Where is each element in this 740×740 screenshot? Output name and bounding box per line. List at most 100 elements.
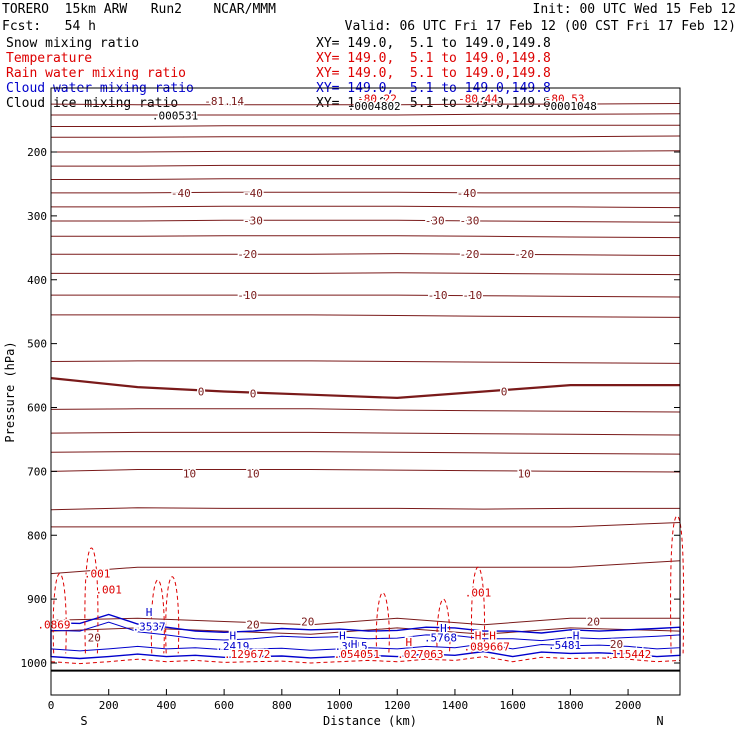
x-tick-label-1600: 1600	[499, 699, 526, 712]
y-tick-label-300: 300	[27, 210, 47, 223]
legend-xy-rain: XY= 149.0, 5.1 to 149.0,149.8	[316, 66, 551, 81]
rain-plume-4	[375, 592, 390, 654]
x-tick-label-0: 0	[48, 699, 55, 712]
value-label-4: -80.53	[545, 92, 585, 105]
isotherm-label-12: -10	[462, 289, 482, 302]
header-init: Init: 00 UTC Wed 15 Feb 12	[532, 2, 737, 17]
x-tick-label-600: 600	[214, 699, 234, 712]
isotherm-label-18: 10	[518, 467, 531, 480]
isotherm-label-14: 0	[250, 387, 257, 400]
contour-labels: -81.14 -40 -40 -40 -30 -30 -30 -20 -20 -20 -10 -10 -…	[36, 91, 653, 663]
isotherm-label-0: -81.14	[204, 95, 244, 108]
value-label-16: .054051	[334, 648, 380, 661]
isotherm-label-13: 0	[198, 386, 205, 399]
isotherm-label-5: -30	[425, 214, 445, 227]
high-marker-8: H	[405, 636, 412, 649]
x-tick-label-2000: 2000	[615, 699, 642, 712]
isotherm-m80	[50, 103, 681, 106]
value-label-9: .3537	[133, 621, 166, 634]
isotherm-label-3: -40	[457, 187, 477, 200]
isotherm-label-4: -30	[243, 214, 263, 227]
y-tick-label-500: 500	[27, 338, 47, 351]
high-marker-0: H	[146, 606, 153, 619]
x-tick-label-1000: 1000	[326, 699, 353, 712]
y-tick-label-900: 900	[27, 593, 47, 606]
isotherm-label-23: 20	[610, 638, 623, 651]
isotherm-label-16: 10	[183, 467, 196, 480]
rain-base-contour	[50, 656, 681, 665]
y-tick-label-400: 400	[27, 274, 47, 287]
axes: 0 200 400 600 800 1000 1200 1400 1600 1800 2000200…	[21, 146, 680, 712]
rain-plume-1	[84, 547, 99, 654]
isotherm-m60	[51, 135, 681, 138]
high-marker-6: H	[489, 630, 496, 643]
isotherm-m20	[51, 253, 681, 256]
rain-plume-5	[436, 598, 451, 654]
x-axis-label: Distance (km)	[323, 714, 417, 728]
rain-plume-6	[470, 566, 486, 654]
header-valid: Valid: 06 UTC Fri 17 Feb 12 (00 CST Fri …	[344, 19, 736, 34]
value-label-8: .001	[465, 587, 492, 600]
value-label-6: .001	[84, 568, 111, 581]
isotherm-label-17: 10	[246, 467, 259, 480]
isotherm-m40	[51, 191, 680, 194]
isotherm-m55	[51, 150, 681, 153]
isotherm-label-1: -40	[171, 187, 191, 200]
isotherm-25	[50, 469, 681, 473]
rain-water-contours	[50, 515, 685, 665]
isotherm-m70	[51, 113, 681, 116]
isotherm-m15	[51, 272, 681, 276]
value-label-14: .0869	[37, 619, 70, 632]
isotherm-label-11: -10	[428, 289, 448, 302]
isotherm-m45	[51, 178, 680, 180]
high-marker-5: H	[475, 630, 482, 643]
y-axis-label: Pressure (hPa)	[3, 341, 17, 442]
isotherm-label-15: 0	[501, 386, 508, 399]
high-marker-1: H	[229, 630, 236, 643]
isotherm-label-9: -20	[514, 248, 534, 261]
isotherm-m5	[51, 314, 681, 318]
isotherm-label-8: -20	[459, 248, 479, 261]
y-tick-label-200: 200	[27, 146, 47, 159]
value-label-0: .000531	[152, 110, 198, 123]
isotherm-m50	[51, 164, 680, 167]
rain-plume-2	[150, 579, 165, 654]
high-marker-4: H	[440, 622, 447, 635]
isotherm-50	[50, 627, 681, 635]
value-label-7: .001	[95, 584, 122, 597]
value-label-11: .3915	[335, 640, 368, 653]
value-label-18: .089667	[464, 640, 510, 653]
y-tick-label-700: 700	[27, 465, 47, 478]
x-tick-label-1200: 1200	[384, 699, 411, 712]
value-label-10: .2419	[216, 640, 249, 653]
isotherm-label-6: -30	[459, 214, 479, 227]
x-tick-label-800: 800	[272, 699, 292, 712]
legend-name-cloud-ice: Cloud ice mixing ratio	[6, 96, 179, 111]
value-label-2: .0004802	[348, 100, 401, 113]
value-label-17: .027063	[397, 648, 443, 661]
north-label: N	[656, 714, 663, 728]
isotherm-label-20: 20	[246, 619, 259, 632]
isotherm-35	[51, 522, 681, 528]
high-marker-7: H	[573, 630, 580, 643]
isotherm-10	[50, 408, 681, 413]
value-label-5: .0001048	[544, 100, 597, 113]
y-tick-label-600: 600	[27, 402, 47, 415]
legend-name-rain: Rain water mixing ratio	[6, 66, 187, 81]
south-label: S	[80, 714, 87, 728]
x-tick-label-1400: 1400	[442, 699, 469, 712]
legend-name-snow: Snow mixing ratio	[6, 36, 140, 51]
legend-xy-snow: XY= 149.0, 5.1 to 149.0,149.8	[316, 36, 551, 51]
legend-xy-cloud-ice: XY= 149.0, 5.1 to 149.0,149.8	[316, 96, 551, 111]
high-marker-3: H	[351, 638, 358, 651]
x-tick-label-400: 400	[156, 699, 176, 712]
y-tick-label-1000: 1000	[21, 657, 48, 670]
x-tick-label-200: 200	[99, 699, 119, 712]
isotherm-m35	[51, 205, 681, 209]
isotherm-m25	[51, 235, 681, 239]
isotherm-40	[50, 560, 681, 575]
isotherm-label-21: 20	[301, 616, 314, 629]
value-label-19: .115442	[605, 648, 651, 661]
isotherm-label-7: -20	[237, 248, 257, 261]
x-tick-label-1800: 1800	[557, 699, 584, 712]
